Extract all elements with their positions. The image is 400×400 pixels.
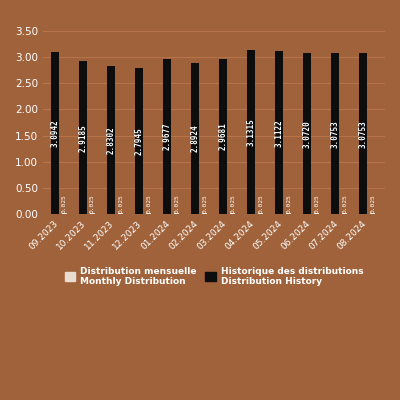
Text: 2.8924: 2.8924	[191, 124, 200, 152]
Text: 2.8302: 2.8302	[107, 126, 116, 154]
Text: 0.025: 0.025	[118, 194, 123, 213]
Text: 0.025: 0.025	[342, 194, 348, 213]
Bar	[174, 213, 179, 214]
Bar	[202, 213, 207, 214]
Text: 2.9185: 2.9185	[78, 124, 88, 152]
Bar	[286, 213, 291, 214]
Bar	[219, 59, 227, 214]
Bar	[230, 213, 235, 214]
Bar	[135, 68, 143, 214]
Text: 0.025: 0.025	[202, 194, 207, 213]
Bar	[118, 213, 123, 214]
Bar	[275, 51, 283, 214]
Text: 0.025: 0.025	[230, 194, 235, 213]
Bar	[332, 53, 339, 214]
Bar	[314, 213, 320, 214]
Text: 0.025: 0.025	[286, 194, 291, 213]
Bar	[304, 53, 311, 214]
Bar	[360, 53, 367, 214]
Text: 0.025: 0.025	[146, 194, 151, 213]
Bar	[107, 66, 115, 214]
Text: 0.025: 0.025	[174, 194, 179, 213]
Text: 3.0942: 3.0942	[50, 119, 60, 147]
Bar	[79, 61, 87, 214]
Text: 0.025: 0.025	[370, 194, 376, 213]
Text: 3.0753: 3.0753	[331, 120, 340, 148]
Bar	[146, 213, 151, 214]
Text: 2.9681: 2.9681	[219, 122, 228, 150]
Bar	[342, 213, 348, 214]
Text: 0.025: 0.025	[90, 194, 95, 213]
Text: 3.1122: 3.1122	[275, 119, 284, 146]
Text: 0.025: 0.025	[314, 194, 319, 213]
Bar	[258, 213, 263, 214]
Text: 0.025: 0.025	[258, 194, 263, 213]
Bar	[247, 50, 255, 214]
Bar	[370, 213, 376, 214]
Bar	[163, 59, 171, 214]
Text: 2.7945: 2.7945	[135, 127, 144, 155]
Text: 3.1315: 3.1315	[247, 118, 256, 146]
Legend: Distribution mensuelle
Monthly Distribution, Historique des distributions
Distri: Distribution mensuelle Monthly Distribut…	[61, 263, 367, 290]
Bar	[51, 52, 59, 214]
Text: 0.025: 0.025	[62, 194, 67, 213]
Bar	[191, 63, 199, 214]
Text: 3.0720: 3.0720	[303, 120, 312, 148]
Bar	[90, 213, 95, 214]
Bar	[62, 213, 67, 214]
Text: 2.9677: 2.9677	[163, 123, 172, 150]
Text: 3.0753: 3.0753	[359, 120, 368, 148]
